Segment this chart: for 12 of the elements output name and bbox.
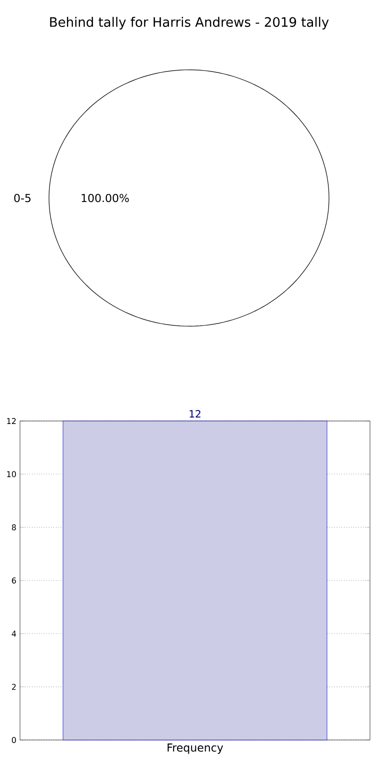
y-tick-label: 6: [12, 577, 16, 584]
y-tick-label: 0: [12, 736, 16, 744]
data-label: 100.00%: [82, 194, 129, 202]
y-tick-label: 2: [12, 684, 16, 690]
x-tick-label: Frequency: [168, 744, 224, 754]
chart-title: Behind tally for Harris Andrews - 2019 tally: [50, 16, 329, 30]
y-tick-label: 4: [12, 630, 16, 637]
y-tick-label: 8: [12, 524, 16, 530]
y-tick-label: 10: [7, 471, 16, 478]
y-tick-label: 12: [7, 418, 16, 424]
slice-label: 0-5: [14, 194, 31, 202]
data-label: 12: [190, 410, 200, 418]
